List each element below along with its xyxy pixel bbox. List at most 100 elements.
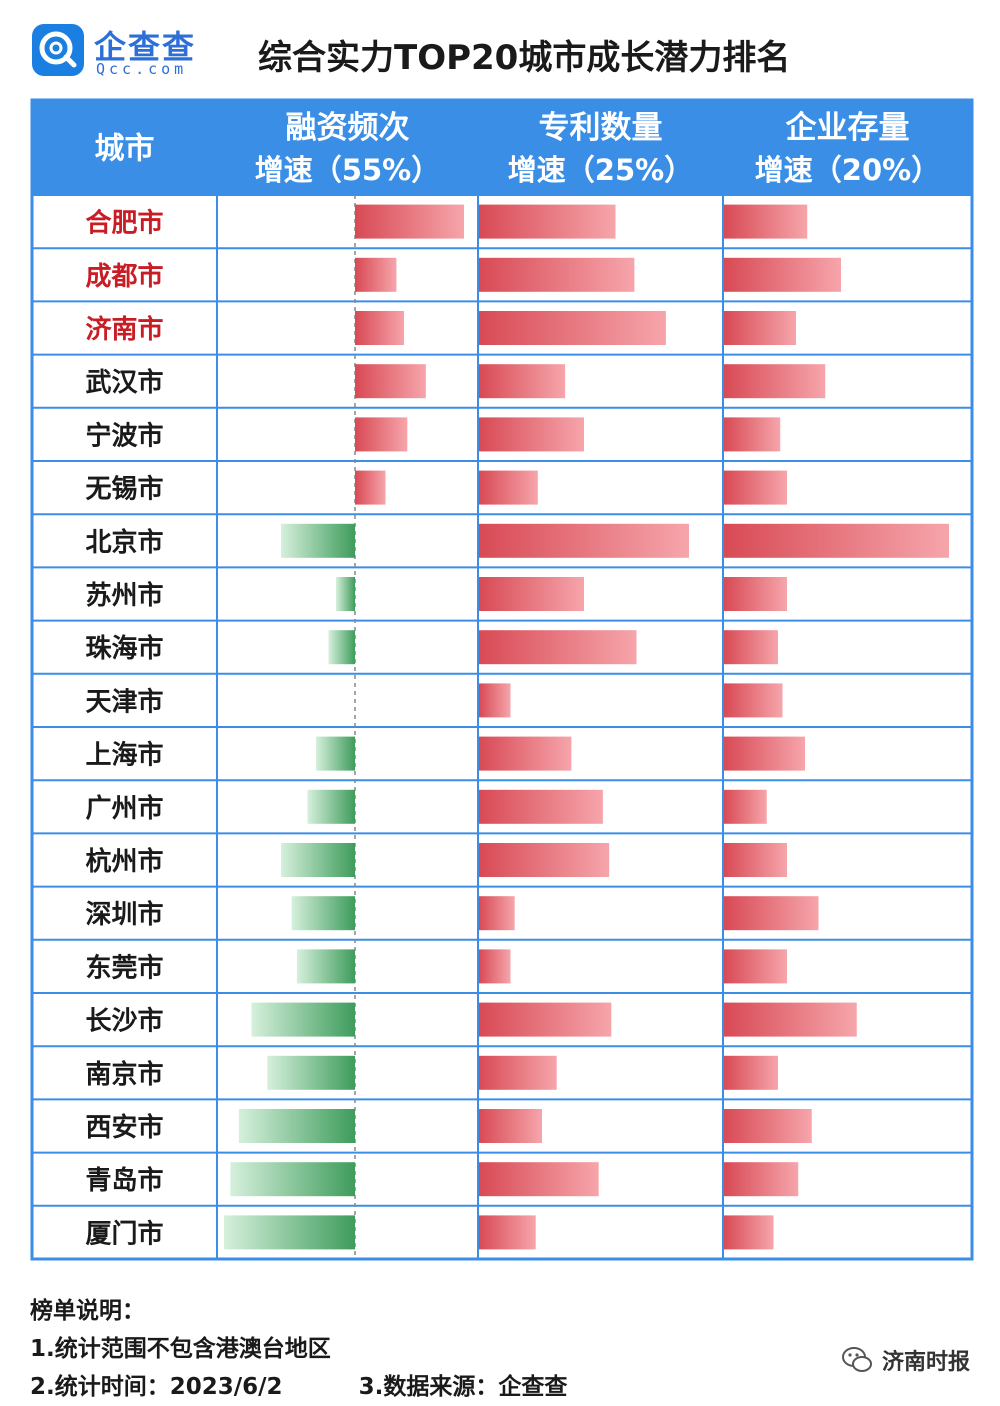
patents-bar <box>479 470 538 505</box>
enterprises-bar <box>724 311 796 345</box>
city-label: 广州市 <box>85 793 163 824</box>
enterprises-bar <box>724 1002 857 1037</box>
city-label: 长沙市 <box>85 1006 163 1037</box>
financing-bar <box>224 1215 355 1250</box>
patents-bar <box>479 1109 542 1143</box>
header-financing-line1: 融资频次 <box>286 110 410 146</box>
city-label: 东莞市 <box>85 952 163 983</box>
financing-bar <box>251 1002 355 1037</box>
financing-bar <box>355 364 426 399</box>
note-scope: 1.统计范围不包含港澳台地区 <box>30 1336 331 1362</box>
financing-bar <box>355 311 405 345</box>
patents-bar <box>479 1002 612 1037</box>
note-source: 3.数据来源：企查查 <box>358 1374 568 1400</box>
financing-bar <box>315 736 355 771</box>
enterprises-bar <box>724 683 783 718</box>
financing-bar <box>355 470 386 505</box>
enterprises-bar <box>724 949 787 984</box>
patents-bar <box>479 949 511 984</box>
enterprises-bar <box>724 204 808 239</box>
header-financing-line2: 增速（55%） <box>255 153 440 187</box>
financing-bar <box>281 843 355 877</box>
notes-title: 榜单说明： <box>30 1298 145 1324</box>
note-row: 2.统计时间：2023/6/2 3.数据来源：企查查 <box>30 1368 567 1406</box>
qcc-logo-icon <box>32 24 84 76</box>
patents-bar <box>479 257 635 292</box>
financing-bar <box>230 1162 355 1197</box>
wechat-badge: 济南时报 <box>840 1343 970 1377</box>
enterprises-bar <box>724 843 787 877</box>
header-patents-line1: 专利数量 <box>539 110 663 146</box>
header-enterprises-line2: 增速（20%） <box>755 153 940 187</box>
patents-bar <box>479 736 572 771</box>
patents-bar <box>479 311 666 345</box>
enterprises-bar <box>724 896 819 931</box>
logo-domain: Qcc.com <box>96 60 188 78</box>
city-label: 宁波市 <box>85 420 163 451</box>
city-label: 厦门市 <box>85 1218 163 1249</box>
city-label: 苏州市 <box>85 580 163 611</box>
patents-bar <box>479 417 584 452</box>
wechat-icon <box>841 1347 872 1372</box>
financing-bar <box>307 789 355 824</box>
enterprises-bar <box>724 1109 812 1143</box>
patents-bar <box>479 896 515 931</box>
city-label: 成都市 <box>85 261 163 292</box>
financing-bar <box>335 577 355 611</box>
page-title: 综合实力TOP20城市成长潜力排名 <box>258 38 791 78</box>
logo-name: 企查查 <box>94 28 197 66</box>
city-label: 天津市 <box>85 686 163 717</box>
enterprises-bar <box>724 1055 778 1090</box>
patents-bar <box>479 523 689 558</box>
patents-bar <box>479 1215 536 1250</box>
patents-bar <box>479 1055 557 1090</box>
financing-bar <box>355 204 464 239</box>
financing-bar <box>281 523 355 558</box>
enterprises-bar <box>724 417 781 452</box>
city-label: 武汉市 <box>85 367 163 398</box>
city-label: 济南市 <box>85 314 163 345</box>
enterprises-bar <box>724 257 841 292</box>
patents-bar <box>479 204 616 239</box>
header-patents-line2: 增速（25%） <box>508 153 693 187</box>
city-label: 青岛市 <box>85 1165 163 1196</box>
table-header-bg <box>32 100 972 195</box>
enterprises-bar <box>724 1162 799 1197</box>
city-label: 杭州市 <box>85 846 163 877</box>
financing-bar <box>267 1055 355 1090</box>
patents-bar <box>479 364 566 399</box>
city-label: 深圳市 <box>85 899 163 930</box>
city-label: 南京市 <box>85 1059 163 1090</box>
enterprises-bar <box>724 1215 774 1250</box>
financing-bar <box>296 949 355 984</box>
enterprises-bar <box>724 736 805 771</box>
header-enterprises-line1: 企业存量 <box>786 110 910 146</box>
header-city: 城市 <box>95 132 155 167</box>
city-label: 合肥市 <box>85 208 163 239</box>
note-date: 2.统计时间：2023/6/2 <box>30 1374 283 1400</box>
city-label: 上海市 <box>85 740 163 771</box>
enterprises-bar <box>724 470 787 505</box>
logo: 企查查 Qcc.com <box>32 20 212 80</box>
city-label: 无锡市 <box>85 474 163 505</box>
patents-bar <box>479 683 511 718</box>
financing-bar <box>238 1109 355 1143</box>
financing-bar <box>328 630 355 665</box>
enterprises-bar <box>724 523 949 558</box>
notes: 榜单说明： 1.统计范围不包含港澳台地区 2.统计时间：2023/6/2 3.数… <box>30 1292 567 1406</box>
patents-bar <box>479 1162 599 1197</box>
financing-bar <box>291 896 355 931</box>
enterprises-bar <box>724 789 767 824</box>
enterprises-bar <box>724 364 826 399</box>
city-label: 北京市 <box>85 527 163 558</box>
watermark-source: 济南时报 <box>881 1350 970 1375</box>
city-label: 西安市 <box>85 1112 163 1143</box>
financing-bar <box>355 417 408 452</box>
enterprises-bar <box>724 630 778 665</box>
patents-bar <box>479 789 603 824</box>
enterprises-bar <box>724 577 787 611</box>
city-label: 珠海市 <box>85 633 163 664</box>
patents-bar <box>479 577 584 611</box>
patents-bar <box>479 843 610 877</box>
